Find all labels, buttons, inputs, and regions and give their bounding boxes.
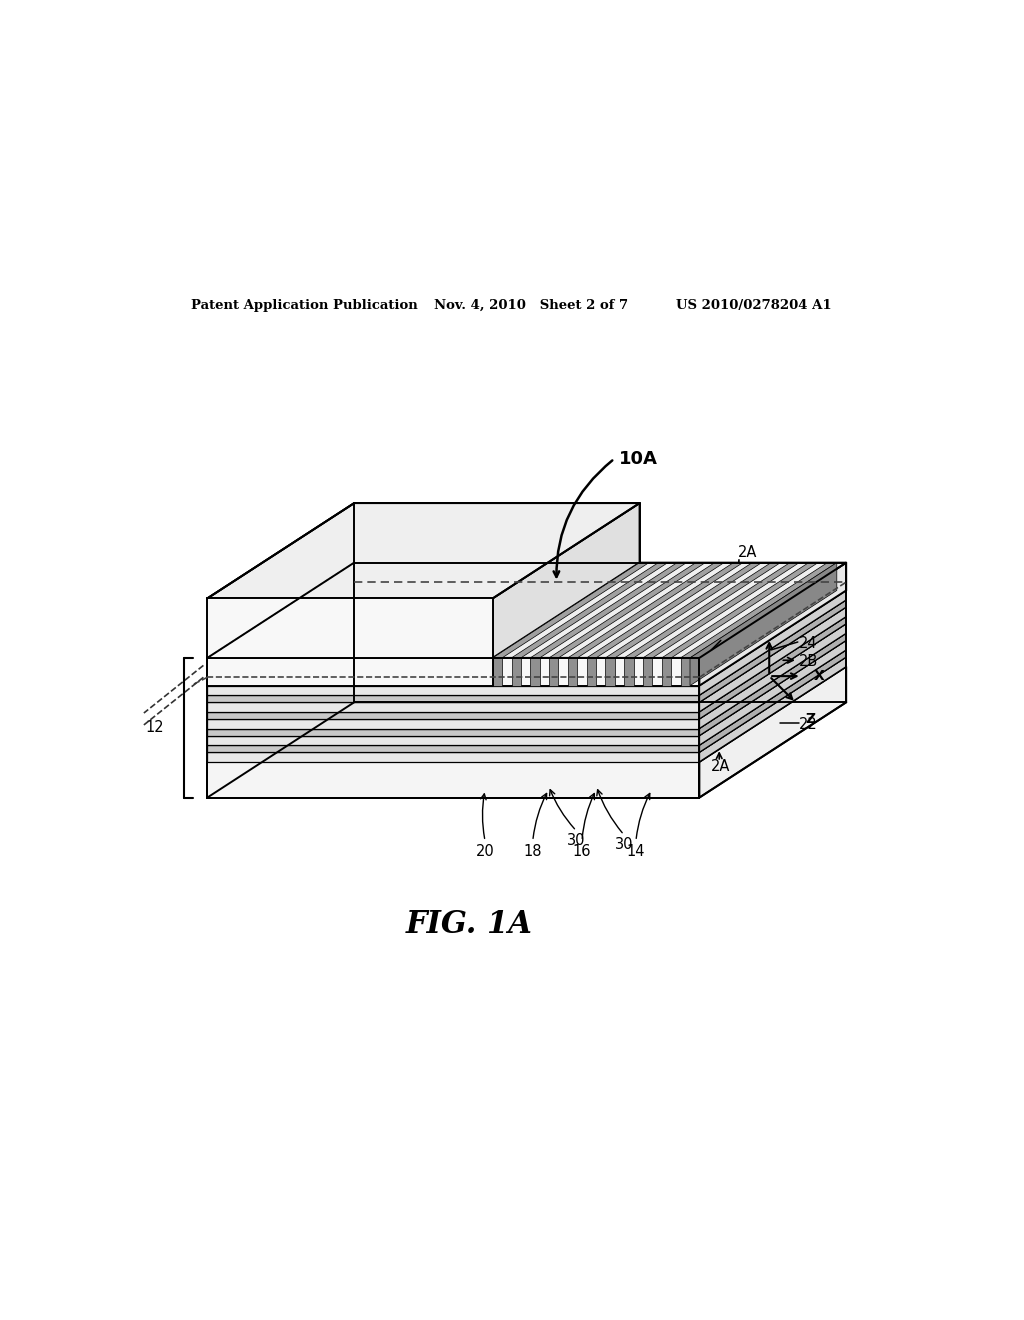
Polygon shape	[512, 562, 668, 657]
Polygon shape	[207, 735, 699, 746]
Polygon shape	[207, 634, 846, 729]
Text: 30: 30	[614, 837, 633, 853]
Text: 2A: 2A	[712, 759, 731, 774]
Polygon shape	[530, 657, 540, 685]
Polygon shape	[207, 649, 846, 746]
Polygon shape	[207, 598, 493, 657]
Polygon shape	[207, 696, 699, 702]
Polygon shape	[207, 562, 846, 657]
Text: 30: 30	[567, 833, 586, 849]
Polygon shape	[643, 562, 800, 657]
Polygon shape	[568, 562, 724, 657]
Polygon shape	[699, 640, 846, 746]
Text: X: X	[813, 669, 824, 684]
Polygon shape	[493, 503, 640, 657]
Polygon shape	[587, 657, 596, 685]
Polygon shape	[699, 624, 846, 729]
Polygon shape	[207, 624, 846, 719]
Polygon shape	[699, 599, 846, 702]
Text: 14: 14	[627, 843, 645, 858]
Text: 22: 22	[799, 717, 817, 733]
Text: 28: 28	[485, 548, 558, 593]
Polygon shape	[699, 657, 846, 762]
Polygon shape	[207, 752, 699, 762]
Text: 10A: 10A	[618, 450, 657, 467]
Text: 2B: 2B	[799, 655, 818, 669]
Polygon shape	[643, 657, 652, 685]
Polygon shape	[662, 657, 671, 685]
Polygon shape	[207, 640, 846, 735]
Polygon shape	[207, 503, 640, 598]
Text: 26: 26	[501, 553, 626, 606]
Text: US 2010/0278204 A1: US 2010/0278204 A1	[676, 300, 831, 312]
Polygon shape	[681, 657, 690, 685]
Polygon shape	[699, 562, 846, 685]
Polygon shape	[207, 616, 846, 711]
Polygon shape	[605, 562, 762, 657]
Polygon shape	[207, 762, 699, 797]
Polygon shape	[605, 657, 614, 685]
Polygon shape	[530, 562, 686, 657]
Polygon shape	[207, 702, 699, 711]
Polygon shape	[207, 746, 699, 752]
Polygon shape	[512, 657, 521, 685]
Polygon shape	[699, 634, 846, 735]
Polygon shape	[207, 729, 699, 735]
Polygon shape	[625, 657, 634, 685]
Polygon shape	[549, 657, 558, 685]
Polygon shape	[207, 685, 699, 696]
Polygon shape	[662, 562, 818, 657]
Polygon shape	[207, 711, 699, 719]
Polygon shape	[493, 657, 502, 685]
Text: 16: 16	[572, 843, 591, 858]
Text: 18: 18	[523, 843, 542, 858]
Polygon shape	[699, 590, 846, 696]
Polygon shape	[690, 562, 837, 685]
Polygon shape	[207, 599, 846, 696]
Polygon shape	[699, 616, 846, 719]
Polygon shape	[568, 657, 578, 685]
Text: 30: 30	[722, 635, 740, 649]
Polygon shape	[493, 562, 649, 657]
Polygon shape	[207, 719, 699, 729]
Text: Z: Z	[806, 713, 815, 726]
Polygon shape	[549, 562, 706, 657]
Polygon shape	[207, 590, 846, 685]
Polygon shape	[207, 607, 846, 702]
Polygon shape	[681, 562, 837, 657]
Polygon shape	[699, 667, 846, 797]
Polygon shape	[699, 649, 846, 752]
Text: Nov. 4, 2010   Sheet 2 of 7: Nov. 4, 2010 Sheet 2 of 7	[433, 300, 628, 312]
Polygon shape	[587, 562, 742, 657]
Polygon shape	[625, 562, 780, 657]
Text: Patent Application Publication: Patent Application Publication	[191, 300, 418, 312]
Text: 2B: 2B	[257, 714, 276, 730]
Polygon shape	[207, 667, 846, 762]
Text: Y: Y	[764, 610, 774, 624]
Text: 24: 24	[799, 636, 817, 651]
Text: FIG. 1A: FIG. 1A	[406, 909, 532, 940]
Polygon shape	[207, 657, 699, 685]
Polygon shape	[207, 657, 846, 752]
Text: 20: 20	[476, 843, 495, 858]
Text: 2A: 2A	[737, 545, 757, 560]
Text: 12: 12	[145, 721, 164, 735]
Polygon shape	[699, 607, 846, 711]
